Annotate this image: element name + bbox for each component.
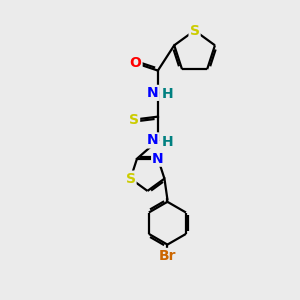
Text: Br: Br bbox=[159, 249, 176, 263]
Text: N: N bbox=[152, 152, 164, 166]
Text: S: S bbox=[125, 172, 136, 186]
Text: S: S bbox=[129, 112, 139, 127]
Text: S: S bbox=[190, 23, 200, 38]
Text: H: H bbox=[162, 87, 173, 101]
Text: N: N bbox=[147, 134, 158, 147]
Text: O: O bbox=[130, 56, 142, 70]
Text: H: H bbox=[162, 135, 173, 149]
Text: N: N bbox=[147, 86, 158, 100]
